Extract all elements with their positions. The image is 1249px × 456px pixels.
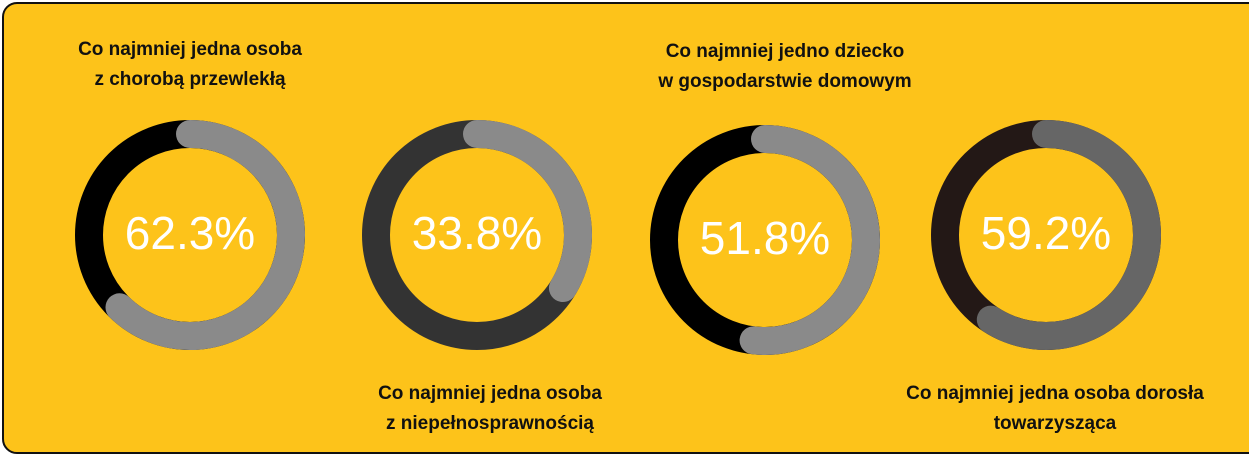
donut-title: Co najmniej jedna osoba: [378, 383, 602, 404]
value-label: 62.3%: [125, 207, 255, 259]
donut-title: towarzysząca: [994, 413, 1117, 434]
donut-title: z chorobą przewlekłą: [94, 69, 286, 90]
donut-title: Co najmniej jedna osoba: [78, 39, 302, 60]
donut-title: z niepełnosprawnością: [386, 413, 594, 434]
value-label: 51.8%: [700, 212, 830, 264]
donut-arc: [739, 125, 880, 355]
donut-arc: [463, 120, 592, 303]
value-label: 59.2%: [981, 207, 1111, 259]
donut-title: Co najmniej jedna osoba dorosła: [906, 383, 1204, 404]
value-label: 33.8%: [412, 207, 542, 259]
donut-title: w gospodarstwie domowym: [657, 71, 911, 92]
donut-arc: [976, 120, 1161, 350]
donut-title: Co najmniej jedno dziecko: [666, 41, 905, 62]
donut-arc: [105, 120, 305, 350]
